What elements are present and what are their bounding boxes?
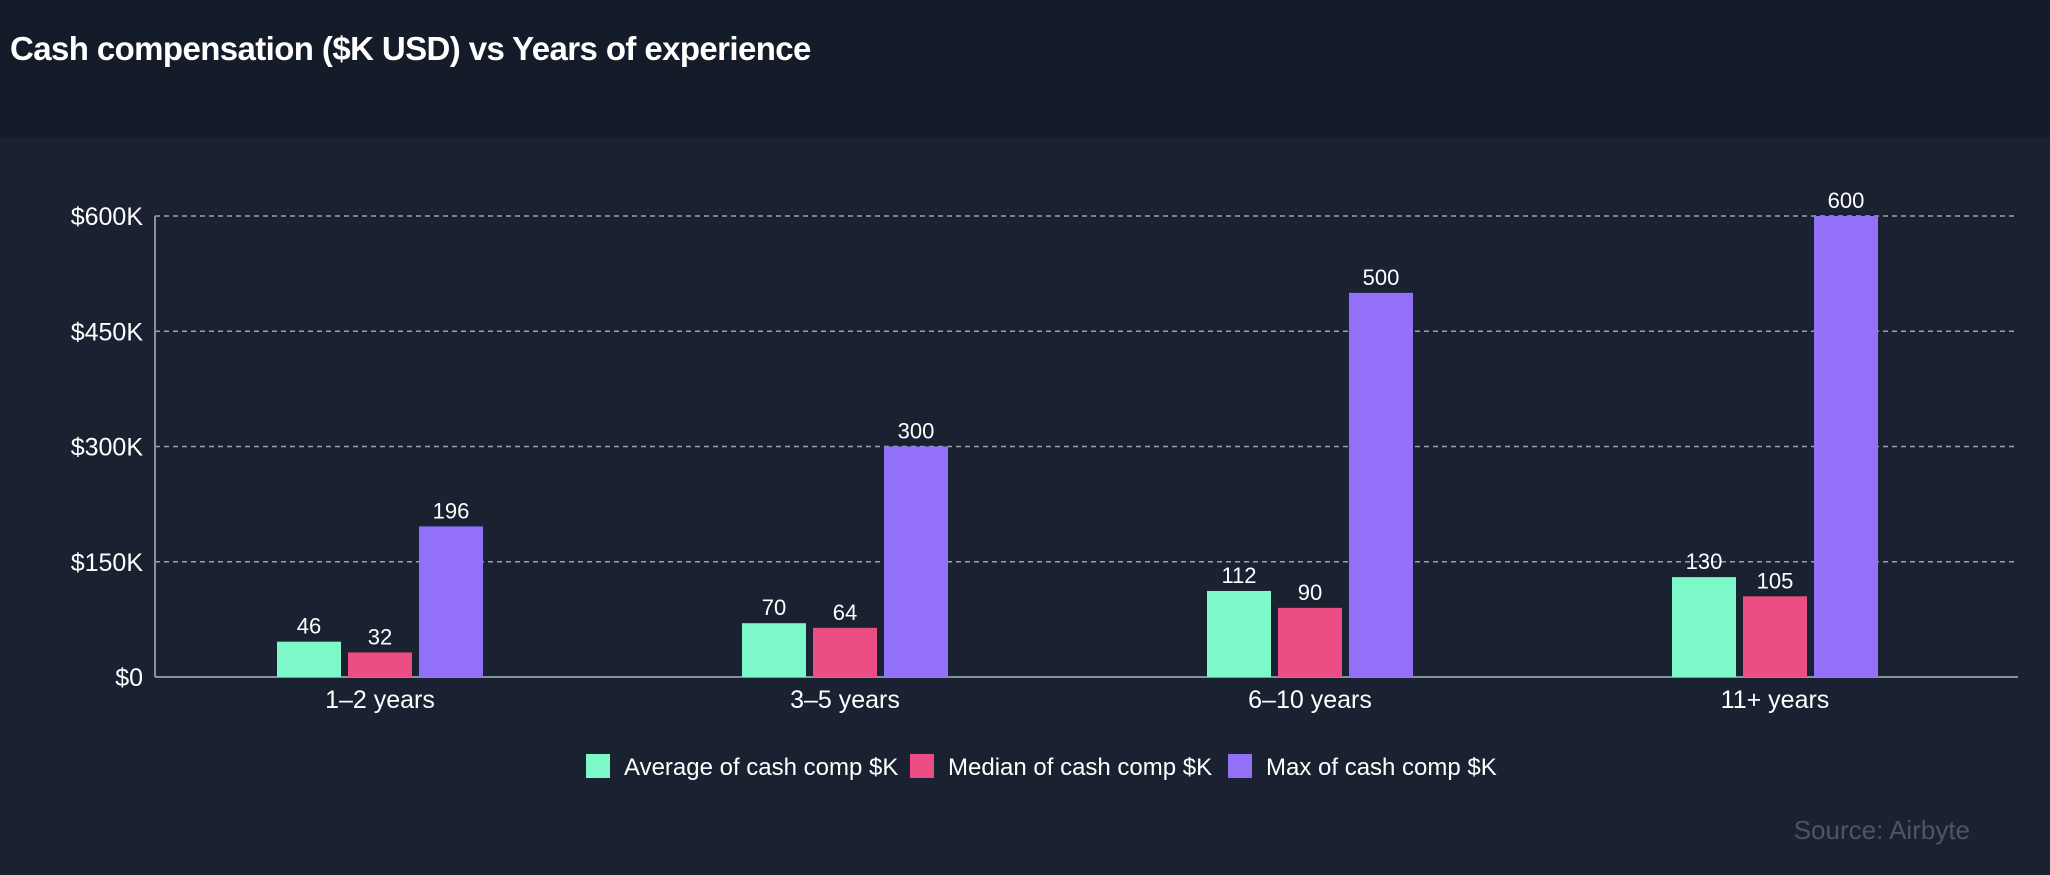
data-label: 90 [1298,580,1322,605]
bar-max [884,446,948,677]
data-label: 300 [898,419,935,444]
bar-max [419,526,483,677]
source-note: Source: Airbyte [1793,815,1970,845]
bar-max [1814,216,1878,677]
legend-label: Median of cash comp $K [948,754,1212,781]
legend-swatch [910,754,934,778]
data-label: 196 [433,498,470,523]
x-tick-label: 6–10 years [1248,686,1372,714]
bar-median [1743,596,1807,677]
legend-label: Average of cash comp $K [624,754,898,781]
data-labels: 46 32 196 70 64 300 112 90 500 130 105 600 [297,188,1865,649]
bar-average [1672,577,1736,677]
bar-average [742,623,806,677]
y-tick-label: $150K [71,549,144,577]
data-label: 600 [1828,188,1865,213]
x-tick-label: 3–5 years [790,686,900,714]
legend: Average of cash comp $K Median of cash co… [586,754,1497,781]
x-tick-label: 1–2 years [325,686,435,714]
y-tick-label: $600K [71,203,144,231]
legend-label: Max of cash comp $K [1266,754,1497,781]
y-tick-label: $450K [71,318,144,346]
data-label: 70 [762,595,786,620]
chart-area: $0 $150K $300K $450K $600K 1–2 years 3–5 years… [71,188,2018,781]
bars [277,216,1878,677]
legend-swatch [586,754,610,778]
bar-median [1278,607,1342,677]
grid-lines [155,215,2018,563]
data-label: 64 [833,600,857,625]
data-label: 500 [1363,265,1400,290]
data-label: 112 [1221,563,1256,588]
bar-average [277,641,341,677]
legend-swatch [1228,754,1252,778]
data-label: 130 [1686,549,1723,574]
chart-header: Cash compensation ($K USD) vs Years of e… [0,0,2050,137]
bar-average [1207,590,1271,677]
bar-median [348,652,412,677]
data-label: 46 [297,614,321,639]
y-tick-label: $0 [115,664,143,692]
x-tick-label: 11+ years [1721,686,1830,714]
y-tick-label: $300K [71,434,144,462]
bar-max [1349,292,1413,677]
data-label: 32 [368,624,392,649]
data-label: 105 [1757,568,1794,593]
bar-median [813,627,877,677]
chart-title: Cash compensation ($K USD) vs Years of e… [10,30,811,67]
